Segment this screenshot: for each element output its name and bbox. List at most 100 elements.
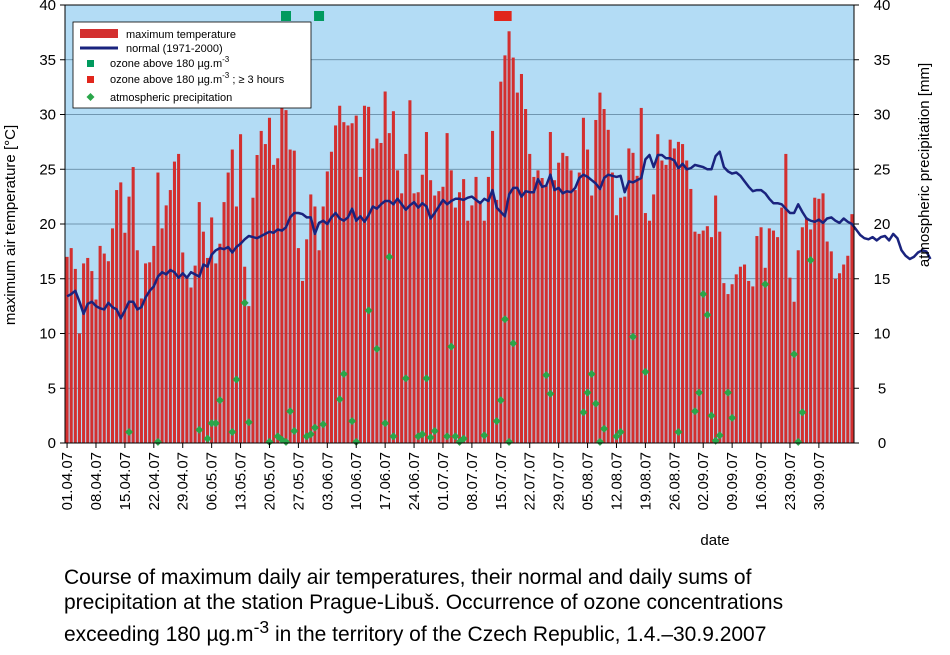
- y-tick-label: 30: [39, 107, 56, 124]
- temperature-bar: [408, 100, 412, 443]
- temperature-bar: [412, 193, 416, 443]
- x-tick-label: 05.08.07: [580, 452, 597, 510]
- temperature-bar: [73, 268, 77, 443]
- legend-label-normal: normal (1971-2000): [126, 43, 223, 55]
- temperature-bar: [367, 106, 371, 444]
- temperature-bar: [441, 186, 445, 443]
- temperature-bar: [437, 191, 441, 443]
- precipitation-point: [806, 256, 815, 265]
- temperature-bar: [573, 190, 577, 443]
- temperature-bar: [106, 261, 110, 443]
- x-tick-label: 06.05.07: [204, 452, 221, 510]
- temperature-bar: [189, 287, 193, 443]
- temperature-bar: [817, 198, 821, 443]
- temperature-bar: [689, 188, 693, 443]
- temperature-bar: [160, 228, 164, 443]
- temperature-bar: [193, 265, 197, 443]
- precipitation-point: [372, 344, 381, 353]
- temperature-bar: [321, 206, 325, 443]
- x-tick-label: 13.05.07: [233, 452, 250, 510]
- precipitation-point: [579, 408, 588, 417]
- x-tick-label: 10.06.07: [348, 452, 365, 510]
- temperature-bars: [65, 31, 854, 444]
- temperature-bar: [210, 217, 214, 443]
- temperature-bar: [726, 294, 730, 443]
- temperature-bar: [536, 170, 540, 443]
- temperature-bar: [478, 201, 482, 443]
- temperature-bar: [362, 105, 367, 444]
- temperature-bar: [131, 167, 135, 443]
- x-axis-label: date: [700, 532, 729, 549]
- temperature-bar: [825, 241, 829, 443]
- temperature-bar: [780, 207, 784, 443]
- temperature-bar: [619, 197, 623, 443]
- temperature-bar: [664, 164, 668, 443]
- y2-tick-label: 10: [874, 326, 891, 343]
- temperature-bar: [185, 276, 189, 443]
- precipitation-point: [447, 342, 456, 351]
- precipitation-point: [430, 426, 439, 435]
- temperature-bar: [639, 107, 643, 444]
- temperature-bar: [470, 205, 474, 443]
- precipitation-point: [290, 426, 299, 435]
- temperature-bar: [102, 253, 106, 443]
- precipitation-point: [616, 428, 625, 437]
- temperature-bar: [226, 172, 230, 443]
- temperature-bar: [755, 236, 759, 443]
- y2-tick-label: 15: [874, 271, 891, 288]
- precipitation-point: [426, 433, 435, 442]
- x-tick-label: 20.05.07: [261, 452, 278, 510]
- precipitation-point: [265, 437, 274, 446]
- x-tick-label: 29.04.07: [175, 452, 192, 510]
- precipitation-point: [215, 396, 224, 405]
- precipitation-point: [422, 374, 431, 383]
- y2-tick-label: 25: [874, 161, 891, 178]
- temperature-bar: [429, 180, 433, 443]
- temperature-bar: [759, 227, 763, 443]
- temperature-bar: [69, 248, 73, 443]
- temperature-bar: [685, 160, 689, 444]
- temperature-bar: [272, 164, 276, 443]
- precipitation-point: [724, 388, 733, 397]
- precipitation-point: [703, 310, 712, 319]
- temperature-bar: [668, 139, 672, 443]
- temperature-bar: [139, 298, 143, 443]
- precipitation-point: [339, 370, 348, 379]
- y-tick-label: 35: [39, 52, 56, 69]
- temperature-bar: [280, 107, 284, 444]
- precipitation-point: [728, 413, 737, 422]
- precipitation-point: [335, 395, 344, 404]
- temperature-bar: [197, 202, 201, 443]
- precipitation-point: [389, 432, 398, 441]
- temperature-bar: [486, 176, 490, 444]
- temperature-bar: [172, 161, 176, 443]
- precipitation-point: [674, 428, 683, 437]
- temperature-bar: [524, 109, 528, 444]
- ozone-3h-marker: [498, 11, 504, 21]
- temperature-bar: [738, 266, 742, 443]
- y-axis-right: 0 5 10 15 20 25 30 35 40: [854, 0, 890, 452]
- y2-tick-label: 0: [878, 435, 886, 452]
- temperature-bar: [623, 196, 627, 443]
- normal-temperature-line: [66, 150, 932, 320]
- temperature-bar: [65, 256, 69, 443]
- temperature-bar: [586, 149, 590, 444]
- y-axis-left-label: maximum air temperature [°C]: [2, 125, 19, 325]
- temperature-bar: [416, 192, 420, 443]
- precipitation-point: [715, 431, 724, 440]
- temperature-bar: [239, 134, 243, 443]
- temperature-bar: [474, 176, 478, 444]
- temperature-bar: [247, 306, 251, 443]
- precipitation-point: [798, 408, 807, 417]
- x-tick-label: 16.09.07: [753, 452, 770, 510]
- x-tick-label: 08.07.07: [464, 452, 481, 510]
- y-axis-right-label: atmospheric precipitation [mm]: [916, 63, 933, 267]
- temperature-bar: [177, 153, 181, 444]
- temperature-bar: [453, 207, 457, 443]
- temperature-bar: [329, 151, 333, 444]
- x-tick-label: 29.07.07: [551, 452, 568, 510]
- temperature-bar: [156, 172, 160, 443]
- temperature-bar: [404, 153, 408, 444]
- temperature-bar: [218, 243, 222, 443]
- temperature-bar: [606, 129, 610, 443]
